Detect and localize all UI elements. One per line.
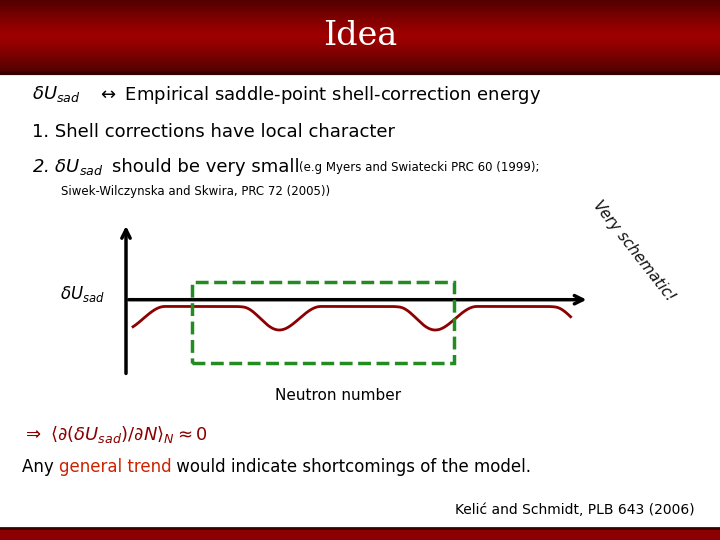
Bar bbox=[0, 62, 720, 63]
Bar bbox=[0, 11, 720, 14]
Text: Siwek-Wilczynska and Skwira, PRC 72 (2005)): Siwek-Wilczynska and Skwira, PRC 72 (200… bbox=[61, 185, 330, 198]
Bar bbox=[0, 68, 720, 69]
Bar bbox=[0, 4, 720, 6]
Text: Any: Any bbox=[22, 458, 58, 476]
Bar bbox=[0, 71, 720, 73]
Bar bbox=[0, 0, 720, 1]
Bar bbox=[0, 63, 720, 64]
Bar bbox=[0, 21, 720, 23]
Bar bbox=[0, 54, 720, 56]
Bar bbox=[0, 24, 720, 25]
Text: would indicate shortcomings of the model.: would indicate shortcomings of the model… bbox=[171, 458, 531, 476]
Bar bbox=[0, 31, 720, 33]
Bar bbox=[0, 52, 720, 53]
Bar bbox=[0, 44, 720, 46]
Text: general trend: general trend bbox=[59, 458, 171, 476]
Bar bbox=[0, 16, 720, 18]
Bar bbox=[0, 13, 720, 15]
Text: $\Rightarrow$ $\langle\partial(\delta U_{sad})/\partial N\rangle_N \approx 0$: $\Rightarrow$ $\langle\partial(\delta U_… bbox=[22, 424, 207, 445]
Bar bbox=[0, 20, 720, 22]
Text: 2. $\delta U_{sad}$: 2. $\delta U_{sad}$ bbox=[32, 157, 104, 178]
Bar bbox=[0, 2, 720, 4]
Text: Neutron number: Neutron number bbox=[275, 388, 402, 403]
Bar bbox=[0, 70, 720, 72]
Bar bbox=[0, 43, 720, 45]
Bar bbox=[0, 14, 720, 16]
Bar bbox=[0, 57, 720, 58]
Bar bbox=[0, 32, 720, 34]
Bar bbox=[0, 6, 720, 9]
Text: (e.g Myers and Swiatecki PRC 60 (1999);: (e.g Myers and Swiatecki PRC 60 (1999); bbox=[299, 161, 539, 174]
Bar bbox=[0, 35, 720, 36]
Bar bbox=[0, 10, 720, 12]
Bar bbox=[0, 528, 720, 540]
Bar bbox=[0, 60, 720, 62]
Bar bbox=[0, 8, 720, 10]
Text: should be very small: should be very small bbox=[112, 158, 300, 177]
Bar bbox=[0, 40, 720, 43]
Bar bbox=[0, 38, 720, 40]
Text: Kelić and Schmidt, PLB 643 (2006): Kelić and Schmidt, PLB 643 (2006) bbox=[455, 503, 695, 517]
Bar bbox=[0, 33, 720, 35]
Bar bbox=[0, 69, 720, 71]
Text: $\delta U_{sad}$: $\delta U_{sad}$ bbox=[60, 284, 105, 305]
Bar bbox=[0, 65, 720, 67]
Bar bbox=[0, 49, 720, 51]
Bar bbox=[0, 26, 720, 28]
Bar bbox=[0, 15, 720, 17]
Bar bbox=[0, 53, 720, 55]
Bar bbox=[0, 23, 720, 24]
Bar bbox=[0, 58, 720, 59]
Bar bbox=[0, 39, 720, 42]
Bar bbox=[0, 64, 720, 65]
Bar bbox=[0, 56, 720, 57]
Bar bbox=[0, 28, 720, 29]
Bar bbox=[0, 48, 720, 50]
Bar bbox=[0, 5, 720, 7]
Bar bbox=[0, 18, 720, 19]
Text: 1. Shell corrections have local character: 1. Shell corrections have local characte… bbox=[32, 123, 395, 141]
Bar bbox=[0, 51, 720, 52]
Bar bbox=[192, 282, 454, 363]
Bar bbox=[0, 59, 720, 60]
Text: Idea: Idea bbox=[323, 21, 397, 52]
Bar bbox=[0, 36, 720, 38]
Bar bbox=[0, 30, 720, 31]
Bar bbox=[0, 1, 720, 2]
Text: $\delta U_{sad}$: $\delta U_{sad}$ bbox=[32, 84, 81, 105]
Bar bbox=[0, 37, 720, 39]
Bar bbox=[0, 42, 720, 44]
Bar bbox=[0, 9, 720, 11]
Bar bbox=[0, 29, 720, 30]
Text: Very schematic!: Very schematic! bbox=[590, 198, 678, 305]
Text: $\leftrightarrow$ Empirical saddle-point shell-correction energy: $\leftrightarrow$ Empirical saddle-point… bbox=[97, 84, 541, 105]
Bar bbox=[0, 47, 720, 49]
Bar bbox=[0, 45, 720, 48]
Bar bbox=[0, 66, 720, 68]
Bar bbox=[0, 3, 720, 5]
Bar bbox=[0, 25, 720, 26]
Bar bbox=[0, 19, 720, 21]
